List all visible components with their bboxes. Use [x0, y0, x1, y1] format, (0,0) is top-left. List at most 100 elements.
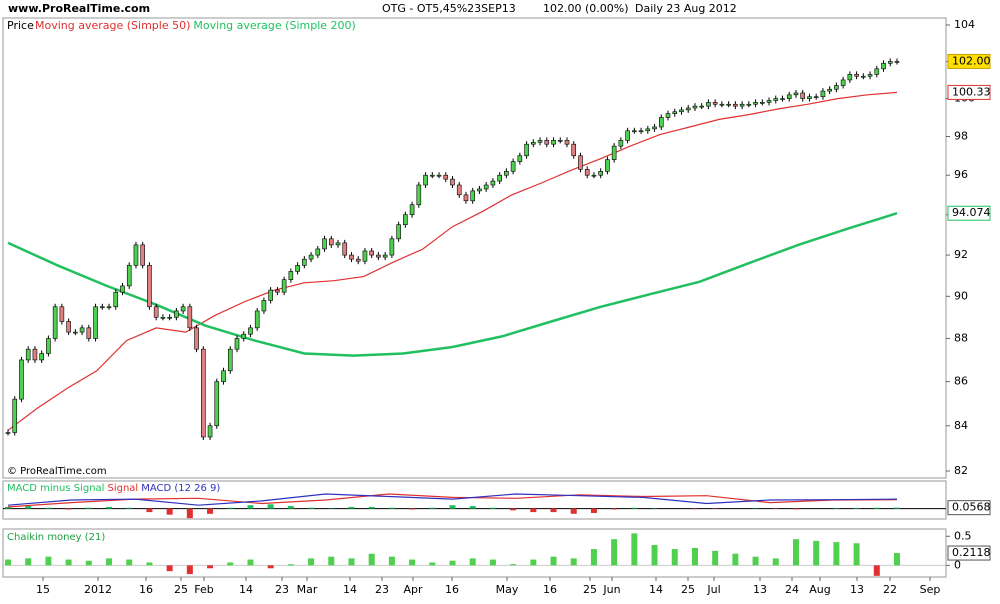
candle: [201, 349, 205, 437]
y-tick-label: 98: [954, 130, 968, 143]
candle: [147, 265, 151, 306]
candle: [747, 104, 751, 105]
candle: [53, 307, 57, 339]
candle: [33, 349, 37, 360]
candle: [787, 95, 791, 99]
chaikin-bar: [551, 557, 557, 566]
chaikin-bar: [753, 557, 759, 566]
candle: [444, 175, 448, 179]
candle: [403, 215, 407, 225]
candle: [6, 432, 10, 433]
candle: [605, 160, 609, 172]
chaikin-bar: [227, 562, 233, 565]
x-tick-label: 16: [139, 583, 153, 596]
candle: [855, 74, 859, 76]
chaikin-bar: [732, 554, 738, 566]
candle: [558, 140, 562, 141]
x-tick-label: Jun: [602, 583, 620, 596]
value-marker: 100.33: [952, 85, 991, 98]
candle: [706, 102, 710, 106]
candle: [491, 181, 495, 185]
candle: [720, 104, 724, 105]
candle: [289, 271, 293, 279]
candle: [673, 112, 677, 114]
macd-histogram-bar: [308, 508, 314, 509]
candle: [424, 175, 428, 185]
candle: [141, 245, 145, 265]
macd-histogram-bar: [409, 509, 415, 510]
candle: [632, 131, 636, 132]
macd-histogram-bar: [551, 509, 557, 512]
chaikin-bar: [5, 560, 11, 566]
x-tick-label: Apr: [403, 583, 423, 596]
candle: [309, 255, 313, 259]
chaikin-bar: [773, 558, 779, 565]
macd-histogram-bar: [874, 508, 880, 509]
x-tick-label: 14: [649, 583, 663, 596]
candle: [794, 93, 798, 95]
candle: [269, 290, 273, 300]
legend-price: Price: [7, 19, 34, 32]
chaikin-bar: [793, 539, 799, 565]
candle: [19, 360, 23, 399]
y-tick-label: 82: [954, 464, 968, 477]
y-tick-label: 92: [954, 248, 968, 261]
x-tick-label: Aug: [809, 583, 830, 596]
x-tick-label: 16: [445, 583, 459, 596]
candle: [46, 338, 50, 353]
x-tick-label: 24: [785, 583, 799, 596]
candle: [323, 239, 327, 249]
candle: [552, 140, 556, 144]
macd-histogram-bar: [207, 509, 213, 514]
candle: [511, 162, 515, 172]
chaikin-bar: [25, 558, 31, 565]
chaikin-bar: [187, 565, 193, 574]
candle: [767, 100, 771, 102]
candle: [410, 205, 414, 215]
candle: [760, 102, 764, 103]
chaikin-bar: [672, 549, 678, 565]
candle: [356, 259, 360, 261]
value-marker: 0.0568: [952, 501, 991, 514]
chaikin-bar: [854, 543, 860, 565]
candle: [107, 307, 111, 308]
x-tick-label: Jul: [706, 583, 720, 596]
x-tick-label: 25: [681, 583, 695, 596]
macd-histogram-bar: [530, 509, 536, 512]
candle: [181, 307, 185, 311]
candle: [686, 108, 690, 110]
candle: [215, 382, 219, 426]
candle: [807, 97, 811, 99]
candle: [895, 61, 899, 62]
candle: [302, 259, 306, 265]
candle: [127, 265, 131, 286]
chaikin-bar: [167, 565, 173, 571]
candle: [336, 243, 340, 245]
candle: [80, 328, 84, 332]
candle: [713, 102, 717, 104]
candle: [585, 169, 589, 175]
candle: [94, 307, 98, 339]
chaikin-bar: [207, 565, 213, 568]
candle: [343, 243, 347, 255]
x-tick-label: Mar: [297, 583, 318, 596]
chaikin-bar: [813, 541, 819, 565]
candle: [114, 292, 118, 307]
candle: [572, 144, 576, 156]
candle: [868, 74, 872, 76]
chaikin-bar: [389, 557, 395, 566]
chaikin-bar: [470, 558, 476, 565]
chaikin-bar: [429, 562, 435, 565]
candle: [228, 349, 232, 371]
chaikin-bar: [288, 564, 294, 565]
candle: [565, 140, 569, 144]
candle: [40, 353, 44, 359]
x-tick-label: 25: [174, 583, 188, 596]
candle: [821, 91, 825, 97]
chaikin-bar: [894, 553, 900, 565]
candle: [504, 171, 508, 175]
macd-histogram-bar: [86, 508, 92, 509]
x-tick-label: 16: [543, 583, 557, 596]
candle: [841, 80, 845, 86]
